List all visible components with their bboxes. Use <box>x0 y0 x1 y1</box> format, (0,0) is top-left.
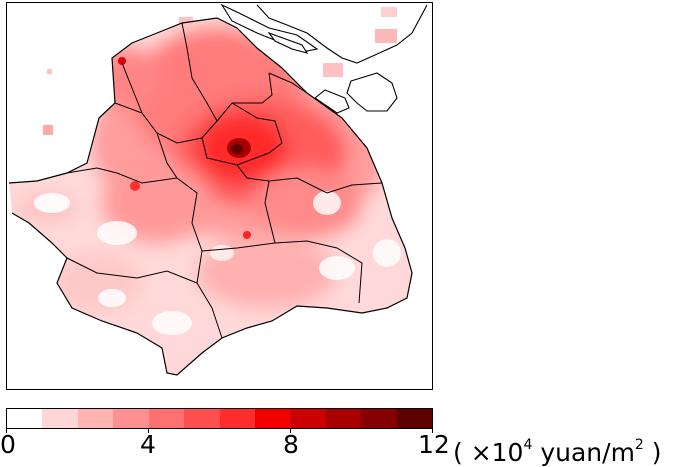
colorbar-tick <box>290 429 291 433</box>
colorbar <box>6 408 433 429</box>
colorbar-swatch-8 <box>290 409 326 428</box>
offshore-specks <box>43 7 397 135</box>
colorbar-swatch-4 <box>148 409 185 428</box>
colorbar-units-label: ( ×104 yuan/m2 ) <box>453 437 662 467</box>
colorbar-tick <box>148 429 149 433</box>
colorbar-swatch-5 <box>184 409 220 428</box>
colorbar-swatch-2 <box>77 409 114 428</box>
islands <box>220 3 398 114</box>
shanghai-price-map <box>8 3 428 376</box>
colorbar-swatch-9 <box>325 409 362 428</box>
colorbar-swatch-3 <box>113 409 149 428</box>
colorbar-swatch-0 <box>7 409 43 428</box>
coastline <box>8 17 413 376</box>
colorbar-tick-label-8: 8 <box>283 430 299 459</box>
colorbar-swatch-10 <box>361 409 397 428</box>
colorbar-swatch-11 <box>396 409 433 428</box>
district-boundaries <box>66 22 383 339</box>
colorbar-tick <box>6 429 7 433</box>
colorbar-tick <box>432 429 433 433</box>
north-shore <box>256 4 428 64</box>
colorbar-tick-label-0: 0 <box>0 430 16 459</box>
colorbar-swatch-6 <box>219 409 255 428</box>
colorbar-swatch-7 <box>254 409 291 428</box>
colorbar-tick-label-12: 12 <box>418 430 450 459</box>
colorbar-tick-label-4: 4 <box>140 430 156 459</box>
colorbar-swatch-1 <box>42 409 78 428</box>
price-map-panel <box>6 2 433 390</box>
